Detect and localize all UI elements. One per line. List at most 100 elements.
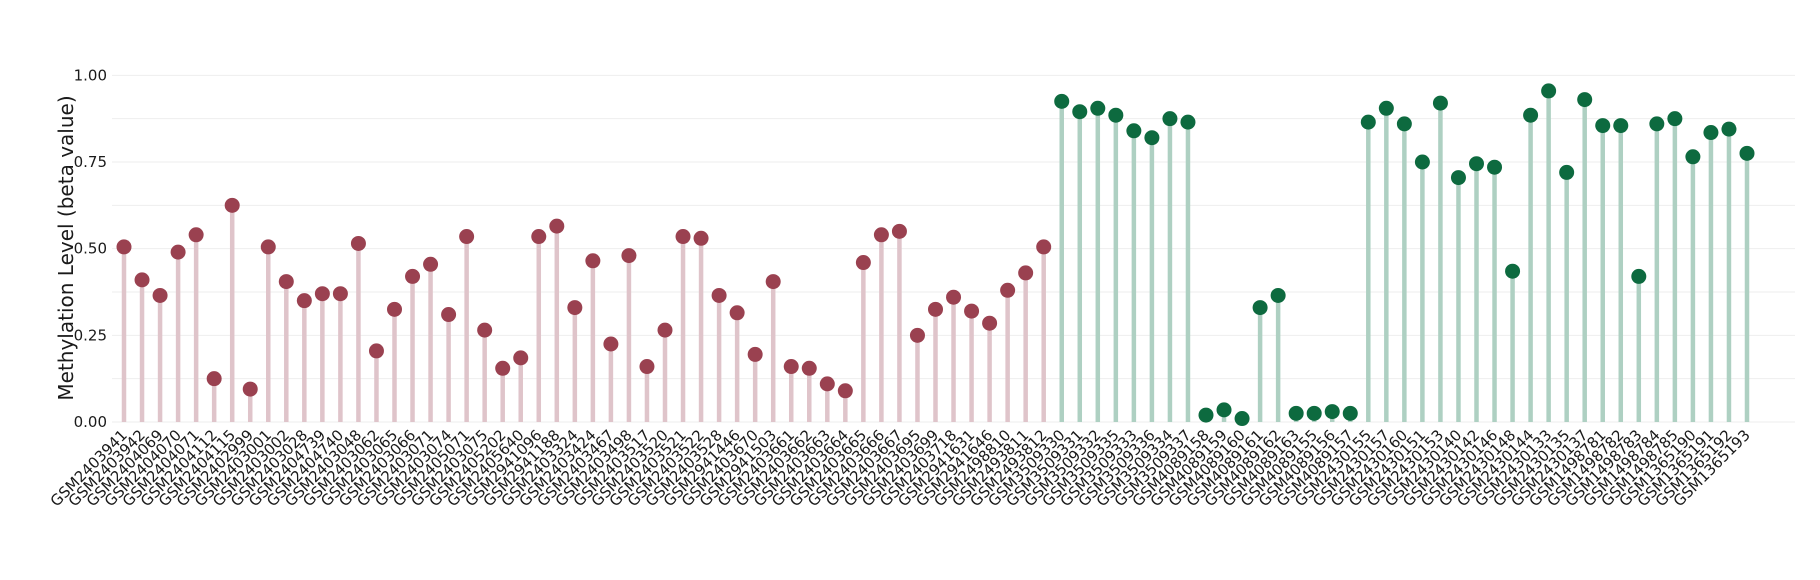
lollipop-point <box>549 218 565 234</box>
lollipop-point <box>928 301 943 317</box>
lollipop-point <box>1649 116 1665 132</box>
lollipop-point <box>1108 107 1124 123</box>
lollipop-point <box>531 229 547 245</box>
lollipop-point <box>855 255 871 271</box>
lollipop-point <box>946 289 962 305</box>
dot-layer <box>116 83 1755 427</box>
lollipop-point <box>1000 282 1016 298</box>
lollipop-point <box>801 360 817 376</box>
lollipop-point <box>873 227 889 243</box>
lollipop-point <box>1054 93 1070 109</box>
x-tick-labels: GSM2403941GSM2403942GSM2404069GSM2404070… <box>47 426 1754 510</box>
lollipop-point <box>1721 121 1737 137</box>
lollipop-point <box>1378 100 1394 116</box>
lollipop-point <box>891 223 907 239</box>
lollipop-point <box>711 287 727 303</box>
lollipop-point <box>368 343 384 359</box>
lollipop-point <box>116 239 132 255</box>
lollipop-point <box>350 235 366 251</box>
lollipop-point <box>1523 107 1539 123</box>
lollipop-point <box>1667 111 1683 127</box>
lollipop-point <box>783 359 799 375</box>
lollipop-point <box>296 293 312 309</box>
lollipop-point <box>477 322 493 338</box>
lollipop-point <box>188 227 204 243</box>
lollipop-point <box>982 315 998 331</box>
lollipop-point <box>134 272 150 288</box>
lollipop-point <box>1162 111 1178 127</box>
lollipop-point <box>405 268 421 284</box>
lollipop-point <box>675 229 691 245</box>
lollipop-point <box>459 229 475 245</box>
lollipop-point <box>206 371 222 387</box>
lollipop-point <box>765 274 781 290</box>
lollipop-point <box>1703 125 1719 141</box>
lollipop-point <box>260 239 276 255</box>
lollipop-point <box>1595 118 1611 134</box>
lollipop-point <box>1234 411 1250 427</box>
lollipop-point <box>747 346 763 362</box>
lollipop-point <box>1090 100 1106 116</box>
lollipop-point <box>1631 268 1647 284</box>
lollipop-point <box>224 197 240 213</box>
lollipop-point <box>964 303 980 319</box>
lollipop-point <box>1469 156 1484 172</box>
lollipop-point <box>819 376 835 392</box>
lollipop-point <box>1432 95 1448 111</box>
lollipop-point <box>1180 114 1196 130</box>
lollipop-point <box>1613 118 1629 134</box>
lollipop-point <box>1505 263 1521 279</box>
lollipop-point <box>1288 405 1304 421</box>
lollipop-point <box>1360 114 1376 130</box>
lollipop-point <box>242 381 258 397</box>
lollipop-point <box>1144 130 1160 146</box>
lollipop-point <box>837 383 853 399</box>
y-tick-label: 0.50 <box>74 240 107 258</box>
lollipop-point <box>585 253 601 269</box>
lollipop-point <box>1306 405 1322 421</box>
y-tick-label: 0.25 <box>74 326 107 344</box>
lollipop-point <box>513 350 529 366</box>
lollipop-point <box>1541 83 1557 99</box>
lollipop-point <box>639 359 655 375</box>
lollipop-point <box>152 287 168 303</box>
lollipop-point <box>621 248 637 264</box>
stem-layer <box>121 90 1750 422</box>
lollipop-point <box>909 327 925 343</box>
lollipop-point <box>1414 154 1430 170</box>
lollipop-point <box>1450 170 1466 186</box>
lollipop-point <box>1685 149 1701 165</box>
lollipop-point <box>1559 164 1575 180</box>
lollipop-point <box>332 286 348 302</box>
lollipop-point <box>603 336 619 352</box>
y-tick-label: 0.75 <box>74 153 107 171</box>
lollipop-point <box>278 274 294 290</box>
lollipop-point <box>1018 265 1034 281</box>
lollipop-point <box>1739 145 1755 161</box>
y-tick-labels: 0.00 0.25 0.50 0.75 1.00 <box>74 66 107 431</box>
lollipop-point <box>1396 116 1412 132</box>
lollipop-point <box>314 286 330 302</box>
lollipop-point <box>693 230 709 246</box>
y-tick-label: 1.00 <box>74 66 107 84</box>
y-tick-label: 0.00 <box>74 413 107 431</box>
lollipop-point <box>1036 239 1052 255</box>
lollipop-point <box>1126 123 1142 139</box>
lollipop-point <box>1252 300 1268 316</box>
lollipop-point <box>1216 402 1232 418</box>
lollipop-point <box>1198 407 1214 423</box>
lollipop-point <box>441 307 457 323</box>
lollipop-point <box>1324 404 1340 420</box>
lollipop-point <box>170 244 186 260</box>
lollipop-point <box>1577 92 1593 108</box>
lollipop-point <box>495 360 511 376</box>
lollipop-point <box>387 301 402 317</box>
lollipop-point <box>423 256 439 272</box>
lollipop-point <box>567 300 583 316</box>
lollipop-point <box>657 322 673 338</box>
y-axis-label: Methylation Level (beta value) <box>54 95 78 400</box>
lollipop-point <box>1072 104 1088 120</box>
lollipop-point <box>1487 159 1503 175</box>
lollipop-point <box>1270 287 1286 303</box>
